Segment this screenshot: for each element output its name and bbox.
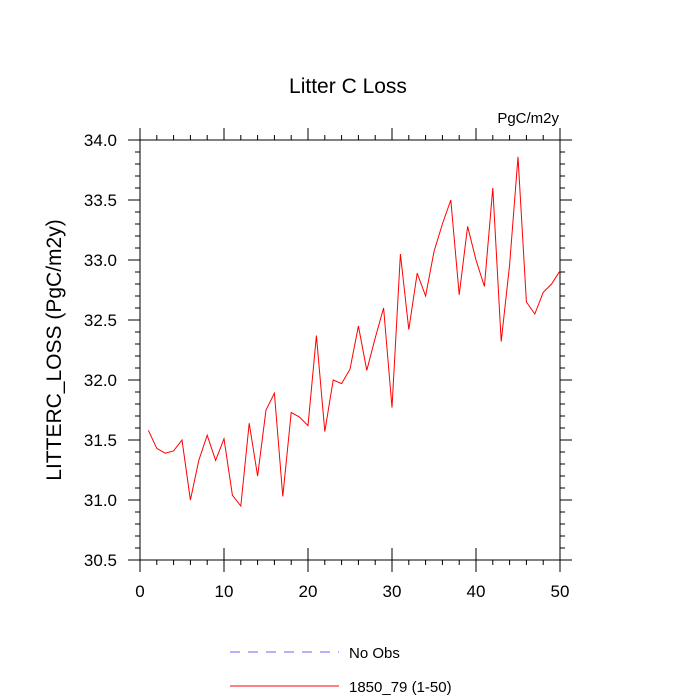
x-tick-label: 10 — [215, 582, 234, 601]
data-point — [290, 411, 292, 413]
data-point — [214, 459, 216, 461]
data-point — [559, 270, 561, 272]
data-point — [349, 368, 351, 370]
x-tick-label: 40 — [467, 582, 486, 601]
data-point — [181, 439, 183, 441]
data-point — [265, 409, 267, 411]
y-tick-label: 31.5 — [84, 431, 117, 450]
y-tick-label: 32.0 — [84, 371, 117, 390]
data-point — [391, 406, 393, 408]
y-tick-label: 33.0 — [84, 251, 117, 270]
data-point — [298, 416, 300, 418]
series-layer — [147, 156, 561, 508]
data-point — [156, 447, 158, 449]
data-point — [231, 494, 233, 496]
data-point — [206, 434, 208, 436]
data-point — [550, 283, 552, 285]
data-point — [433, 250, 435, 252]
data-point — [273, 392, 275, 394]
data-point — [424, 295, 426, 297]
data-point — [517, 156, 519, 158]
data-point — [164, 452, 166, 454]
data-point — [458, 294, 460, 296]
plot-frame — [139, 139, 561, 561]
data-point — [357, 325, 359, 327]
y-tick-label: 30.5 — [84, 551, 117, 570]
data-point — [450, 199, 452, 201]
data-point — [172, 450, 174, 452]
legend-label: 1850_79 (1-50) — [349, 679, 452, 696]
y-tick-label: 32.5 — [84, 311, 117, 330]
data-point — [240, 505, 242, 507]
axis-tick-labels: 0 10 20 30 40 50 30.5 31.0 31.5 32.0 32.5 33.0 33.5 3… — [84, 131, 570, 601]
series-line-1 — [147, 156, 561, 508]
data-point — [382, 307, 384, 309]
data-point — [500, 340, 502, 342]
data-point — [147, 429, 149, 431]
data-point — [256, 475, 258, 477]
chart-title: Litter C Loss — [289, 75, 407, 98]
axis-ticks — [128, 128, 572, 572]
x-tick-label: 20 — [299, 582, 318, 601]
data-point — [525, 301, 527, 303]
y-tick-label: 34.0 — [84, 131, 117, 150]
data-point — [441, 223, 443, 225]
data-point — [307, 424, 309, 426]
data-point — [340, 382, 342, 384]
x-tick-label: 0 — [135, 582, 144, 601]
legend: No Obs 1850_79 (1-50) — [230, 645, 452, 696]
data-point — [189, 499, 191, 501]
data-point — [466, 225, 468, 227]
data-point — [408, 328, 410, 330]
data-point — [416, 272, 418, 274]
data-point — [374, 337, 376, 339]
x-tick-label: 30 — [383, 582, 402, 601]
data-point — [223, 438, 225, 440]
data-point — [248, 422, 250, 424]
y-axis-label: LITTERC_LOSS (PgC/m2y) — [43, 219, 66, 480]
data-point — [315, 334, 317, 336]
data-point — [475, 259, 477, 261]
data-point — [483, 285, 485, 287]
data-point — [508, 264, 510, 266]
data-point — [366, 369, 368, 371]
y-tick-label: 33.5 — [84, 191, 117, 210]
data-point — [399, 253, 401, 255]
data-point — [282, 495, 284, 497]
units-label: PgC/m2y — [497, 110, 559, 127]
data-point — [332, 379, 334, 381]
data-point — [324, 430, 326, 432]
data-point — [492, 187, 494, 189]
data-point — [542, 291, 544, 293]
x-tick-label: 50 — [551, 582, 570, 601]
data-point — [198, 459, 200, 461]
legend-label: No Obs — [349, 645, 400, 662]
data-point — [534, 313, 536, 315]
y-tick-label: 31.0 — [84, 491, 117, 510]
